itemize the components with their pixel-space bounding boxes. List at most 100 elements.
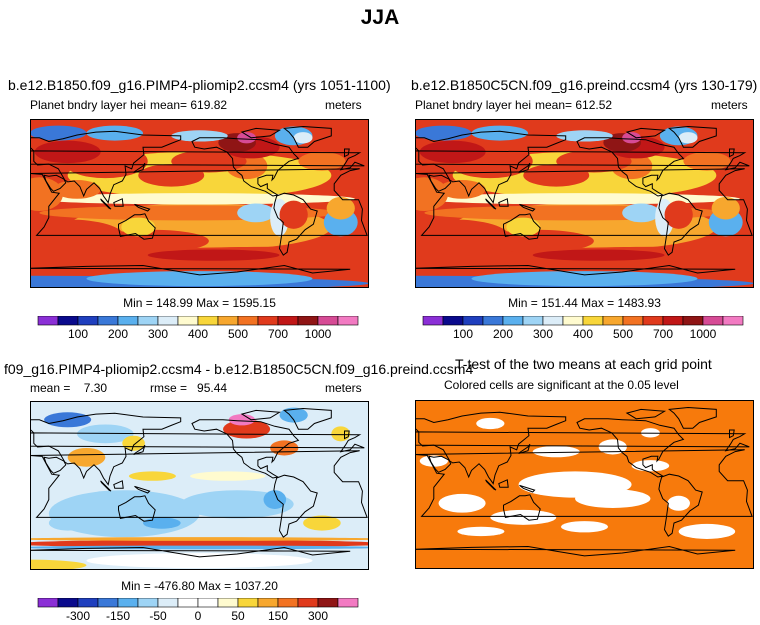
coastline xyxy=(30,432,365,453)
field-region xyxy=(711,196,740,220)
field-region xyxy=(523,164,590,187)
coastline xyxy=(30,264,351,288)
field-region xyxy=(331,426,351,442)
field-region xyxy=(237,132,256,144)
map-frame xyxy=(30,119,369,288)
field-region xyxy=(560,521,609,533)
coastline xyxy=(518,443,531,454)
field-region xyxy=(95,229,209,253)
coastline xyxy=(133,162,146,173)
figure-title: JJA xyxy=(360,6,400,29)
field-region xyxy=(53,180,101,199)
coastline xyxy=(134,485,151,494)
colorbar-box xyxy=(77,598,99,608)
coastline xyxy=(415,411,567,485)
field-region xyxy=(664,200,693,229)
coastline xyxy=(415,130,567,204)
colorbar-box xyxy=(622,316,644,326)
colorbar-box xyxy=(177,598,199,608)
colorbar-tick-label: 300 xyxy=(533,327,553,341)
field-region xyxy=(415,125,472,141)
coastline xyxy=(729,429,735,439)
colorbar-tick-label: 1000 xyxy=(305,327,332,341)
colorbar-box xyxy=(37,316,59,326)
field-region xyxy=(171,130,228,142)
colorbar-box xyxy=(642,316,664,326)
coastline xyxy=(283,407,332,430)
colorbar-tick-label: 100 xyxy=(68,327,88,341)
coastline xyxy=(658,473,703,537)
coastline xyxy=(30,412,182,486)
field-region xyxy=(532,446,580,458)
coastline xyxy=(43,456,67,474)
coastline xyxy=(415,150,750,171)
colorbar-box xyxy=(117,316,139,326)
colorbar-box xyxy=(197,316,219,326)
field-region xyxy=(30,537,369,541)
coastline xyxy=(428,174,452,192)
field-region xyxy=(419,455,448,467)
map-frame xyxy=(415,119,754,288)
colorbar-box xyxy=(482,316,504,326)
colorbar-box xyxy=(562,316,584,326)
panel3-colorbar: -300 -150 -50 0 50 150 300 xyxy=(37,598,359,623)
coastline xyxy=(485,479,497,491)
colorbar-box xyxy=(257,316,279,326)
field-region xyxy=(30,539,369,548)
colorbar-box xyxy=(722,316,744,326)
coastline xyxy=(118,213,156,240)
coastline xyxy=(576,137,685,197)
panel3-rmse: rmse = 95.44 xyxy=(150,381,228,395)
field-region xyxy=(438,180,486,199)
colorbar-box xyxy=(502,316,524,326)
coastline xyxy=(415,449,753,517)
field-region xyxy=(121,217,156,237)
colorbar-tick-label: 50 xyxy=(231,609,245,623)
panel4-map xyxy=(415,400,754,569)
panel3-map xyxy=(30,401,369,570)
panel2-title: b.e12.B1850C5CN.f09_g16.preind.ccsm4 (yr… xyxy=(411,77,758,93)
colorbar-tick-label: 400 xyxy=(188,327,208,341)
coastline xyxy=(30,168,368,236)
coastline xyxy=(273,192,318,256)
field-region xyxy=(476,417,505,430)
field-region xyxy=(622,132,641,144)
coastline xyxy=(30,150,365,171)
field-region xyxy=(532,249,665,261)
colorbar-tick-label: 700 xyxy=(653,327,673,341)
colorbar-box xyxy=(582,316,604,326)
colorbar-box xyxy=(277,316,299,326)
panel1-units: meters xyxy=(325,98,362,112)
field-region xyxy=(622,203,660,223)
field-region xyxy=(678,132,698,144)
colorbar-tick-label: 400 xyxy=(573,327,593,341)
coastline xyxy=(415,431,750,452)
colorbar-box xyxy=(97,598,119,608)
field-region xyxy=(415,177,448,212)
field-region xyxy=(77,424,134,444)
colorbar-tick-label: 500 xyxy=(613,327,633,341)
coastline xyxy=(415,264,736,288)
field-region xyxy=(438,493,486,513)
field-region xyxy=(683,151,731,171)
coastline xyxy=(668,406,717,429)
coastline xyxy=(625,127,667,139)
field-region xyxy=(279,407,308,423)
colorbar-tick-label: 100 xyxy=(453,327,473,341)
colorbar-box xyxy=(602,316,624,326)
field-region xyxy=(506,217,541,237)
colorbar-box xyxy=(237,316,259,326)
panel2-minmax: Min = 151.44 Max = 1483.93 xyxy=(508,296,661,310)
coastline xyxy=(113,198,124,207)
coastline xyxy=(100,198,112,210)
colorbar-box xyxy=(317,316,339,326)
colorbar-box xyxy=(337,598,359,608)
field-region xyxy=(279,200,308,229)
field-region xyxy=(303,515,341,531)
panel3-mean: mean = 7.30 xyxy=(30,381,108,395)
colorbar-box xyxy=(117,598,139,608)
field-region xyxy=(67,447,106,467)
panel1-variable: Planet bndry layer hei xyxy=(30,98,147,112)
coastline xyxy=(113,480,124,489)
coastline xyxy=(576,418,685,478)
